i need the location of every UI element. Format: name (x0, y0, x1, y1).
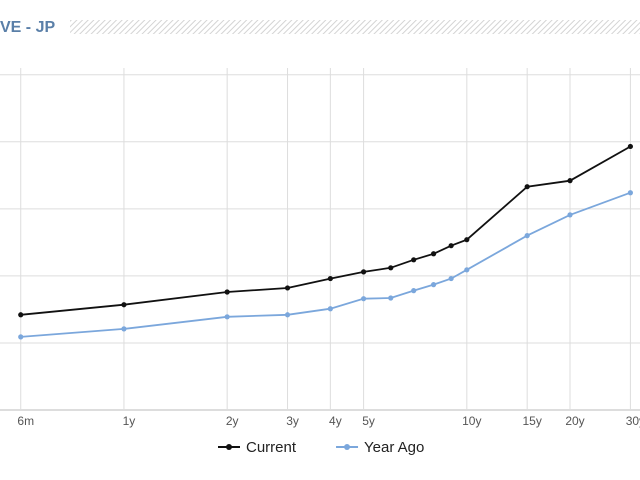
data-point (360, 269, 367, 275)
data-point (284, 285, 291, 291)
data-point (360, 296, 367, 302)
data-point (224, 289, 230, 295)
data-point (524, 184, 530, 190)
data-point (567, 212, 573, 218)
series-line (20, 191, 631, 338)
data-point (430, 251, 437, 257)
legend: Current Year Ago (218, 439, 424, 456)
x-tick-label: 1y (123, 414, 136, 428)
x-tick-label: 2y (226, 414, 239, 428)
x-tick-label: 6m (17, 414, 34, 428)
data-point (121, 326, 127, 332)
header-hatch (70, 20, 640, 34)
data-point (388, 265, 394, 271)
data-point (430, 282, 437, 288)
data-point (327, 306, 333, 312)
data-point (464, 237, 470, 243)
x-tick-label: 3y (286, 414, 299, 428)
legend-marker (344, 444, 351, 450)
legend-marker (226, 444, 232, 450)
series-line (20, 145, 631, 316)
legend-label[interactable]: Current (246, 439, 297, 456)
data-point (224, 314, 230, 320)
data-point (284, 312, 291, 318)
legend-label[interactable]: Year Ago (364, 439, 424, 456)
x-tick-label: 4y (329, 414, 342, 428)
data-point (121, 302, 127, 308)
data-point (327, 275, 333, 282)
data-point (18, 334, 24, 340)
data-point (18, 312, 24, 318)
data-point (567, 178, 573, 184)
data-point (627, 190, 633, 196)
data-point (411, 288, 417, 294)
x-tick-label: 20y (565, 414, 584, 428)
data-point (448, 243, 454, 249)
x-tick-label: 15y (522, 414, 541, 428)
chart-title: VE - JP (0, 19, 55, 36)
data-point (411, 257, 417, 263)
x-tick-label: 5y (362, 414, 375, 428)
x-tick-label: 10y (462, 414, 481, 428)
data-point (524, 233, 530, 239)
x-tick-label: 30y (626, 414, 640, 428)
data-point (388, 295, 394, 301)
data-point (464, 267, 470, 273)
data-point (627, 143, 633, 150)
data-point (448, 275, 454, 282)
